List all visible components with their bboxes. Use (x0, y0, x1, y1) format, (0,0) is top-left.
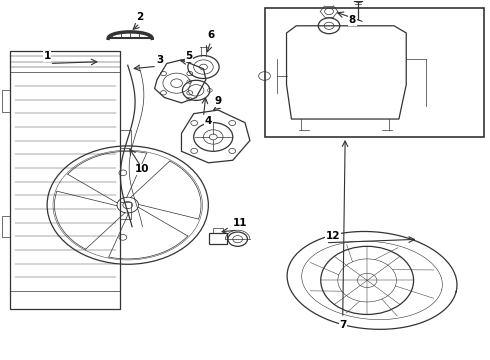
Text: 5: 5 (185, 51, 193, 61)
Bar (1, 216, 10, 237)
Bar (10, 51, 121, 309)
Text: 1: 1 (44, 51, 51, 61)
Bar (1, 90, 10, 112)
Bar (209, 233, 227, 244)
Bar (121, 202, 131, 220)
Bar (213, 228, 223, 233)
Text: 12: 12 (326, 231, 340, 240)
Text: 10: 10 (135, 164, 149, 174)
Text: 4: 4 (205, 116, 212, 126)
Text: 7: 7 (339, 320, 346, 330)
Text: 9: 9 (215, 96, 221, 106)
Text: 6: 6 (207, 30, 215, 40)
Text: 3: 3 (156, 55, 163, 65)
Bar (265, 8, 485, 137)
Text: 11: 11 (233, 218, 247, 228)
Bar (121, 130, 131, 148)
Bar (10, 51, 121, 72)
Bar (10, 291, 121, 309)
Text: 8: 8 (349, 15, 356, 26)
Text: 2: 2 (136, 12, 144, 22)
